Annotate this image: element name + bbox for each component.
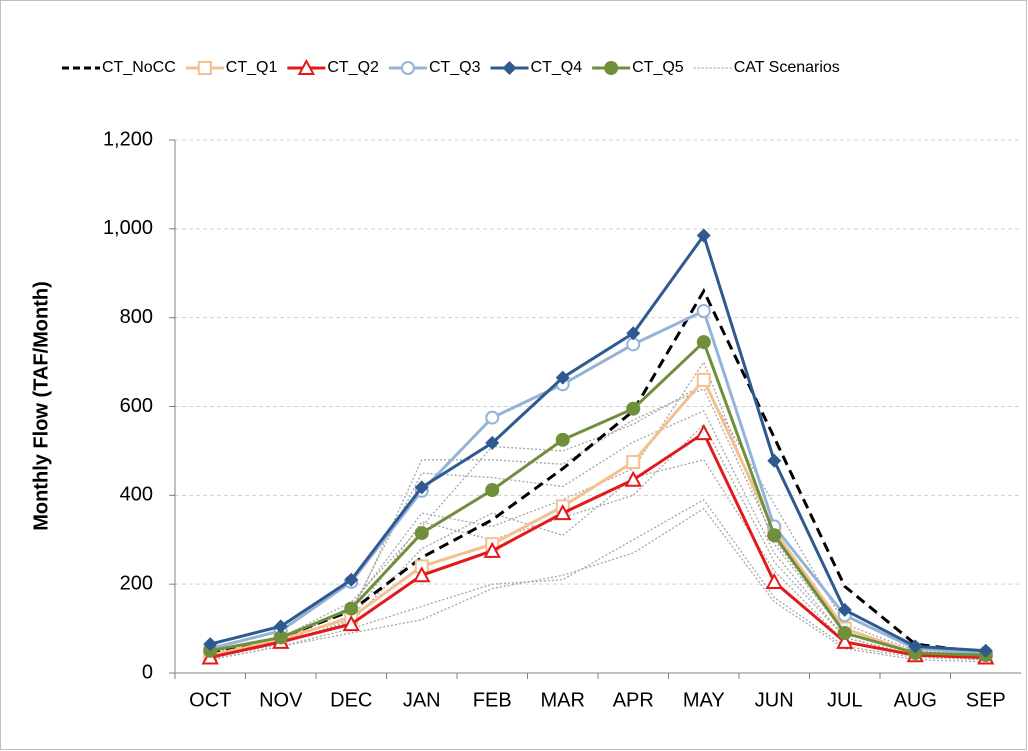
y-tick-label: 1,200 <box>103 128 153 150</box>
marker <box>554 503 572 521</box>
marker <box>297 58 316 75</box>
marker <box>273 619 288 634</box>
legend-item: CT_Q4 <box>490 59 583 76</box>
series-line <box>210 507 986 663</box>
x-tick-label: AUG <box>894 689 937 711</box>
marker <box>695 424 713 441</box>
marker <box>837 626 852 641</box>
marker <box>344 601 359 616</box>
marker <box>203 637 218 652</box>
legend-label: CAT Scenarios <box>734 59 840 76</box>
marker <box>555 370 570 385</box>
marker <box>767 453 782 468</box>
y-tick-label: 0 <box>142 661 153 683</box>
x-tick-label: JAN <box>403 689 441 711</box>
x-tick-label: SEP <box>966 689 1006 711</box>
legend-item: CT_Q3 <box>388 59 481 76</box>
y-tick-label: 200 <box>120 572 153 594</box>
legend-label: CT_Q3 <box>429 59 481 76</box>
legend-item: CAT Scenarios <box>693 59 840 76</box>
marker <box>837 602 852 617</box>
marker <box>485 435 500 450</box>
series-line <box>209 287 986 655</box>
marker <box>767 528 782 543</box>
series-line <box>210 387 986 659</box>
marker <box>400 61 415 75</box>
series-line <box>210 459 986 661</box>
series-line <box>209 308 986 655</box>
y-tick-label: 600 <box>120 395 153 417</box>
marker <box>344 572 359 587</box>
series-line <box>210 498 986 661</box>
series-line <box>209 377 986 659</box>
y-axis-label: Monthly Flow (TAF/Month) <box>30 281 52 531</box>
marker <box>555 432 570 447</box>
marker <box>978 643 993 658</box>
marker <box>626 401 641 416</box>
marker <box>626 455 641 470</box>
x-tick-label: JUL <box>827 689 863 711</box>
legend-label: CT_Q1 <box>226 59 278 76</box>
marker <box>696 304 711 319</box>
legend-item: CT_NoCC <box>62 59 176 76</box>
marker <box>414 480 429 495</box>
series-line <box>210 423 986 661</box>
marker <box>908 639 923 654</box>
marker <box>413 566 431 583</box>
x-tick-label: MAY <box>683 689 725 711</box>
legend-label: CT_Q2 <box>327 59 379 76</box>
legend-label: CT_NoCC <box>102 59 176 76</box>
x-tick-label: NOV <box>259 689 303 711</box>
y-tick-label: 800 <box>120 306 153 328</box>
marker <box>414 526 429 541</box>
series-line <box>209 339 986 657</box>
legend-label: CT_Q5 <box>632 59 684 76</box>
series-line <box>209 232 986 653</box>
series-line <box>209 430 986 659</box>
x-tick-label: FEB <box>473 689 512 711</box>
legend-item: CT_Q1 <box>185 59 278 76</box>
marker <box>273 630 288 645</box>
marker <box>624 470 642 487</box>
marker <box>765 572 783 589</box>
x-tick-label: OCT <box>189 689 231 711</box>
x-tick-label: DEC <box>330 689 372 711</box>
marker <box>485 410 500 425</box>
marker <box>342 615 360 632</box>
marker <box>483 541 501 558</box>
x-tick-label: JUN <box>755 689 794 711</box>
marker <box>502 61 517 75</box>
marker <box>696 372 711 387</box>
legend-item: CT_Q2 <box>287 58 379 76</box>
x-tick-label: MAR <box>541 689 585 711</box>
legend-label: CT_Q4 <box>531 59 583 76</box>
legend-item: CT_Q5 <box>592 59 684 76</box>
marker <box>836 632 854 649</box>
marker <box>604 61 619 75</box>
marker <box>696 335 711 350</box>
marker <box>197 61 212 75</box>
marker <box>696 228 711 243</box>
y-tick-label: 400 <box>120 484 153 506</box>
y-tick-label: 1,000 <box>103 217 153 239</box>
marker <box>485 483 500 498</box>
x-tick-label: APR <box>613 689 654 711</box>
series-line <box>210 383 986 656</box>
marker <box>626 326 641 341</box>
